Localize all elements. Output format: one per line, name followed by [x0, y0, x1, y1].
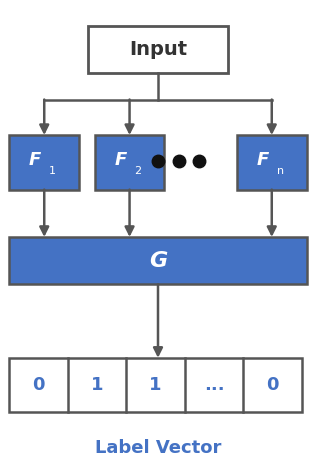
Text: 1: 1 [91, 376, 103, 394]
Text: Input: Input [129, 40, 187, 59]
Text: F: F [256, 151, 269, 169]
Text: 1: 1 [49, 166, 56, 176]
Text: Label Vector: Label Vector [95, 439, 221, 457]
Text: 0: 0 [33, 376, 45, 394]
Text: ...: ... [204, 376, 224, 394]
FancyBboxPatch shape [9, 358, 302, 412]
Text: 1: 1 [149, 376, 162, 394]
Text: G: G [149, 251, 167, 271]
FancyBboxPatch shape [95, 135, 164, 190]
Text: 0: 0 [266, 376, 279, 394]
FancyBboxPatch shape [237, 135, 307, 190]
Text: F: F [114, 151, 126, 169]
FancyBboxPatch shape [9, 237, 307, 284]
Text: F: F [29, 151, 41, 169]
Text: n: n [276, 166, 284, 176]
FancyBboxPatch shape [9, 135, 79, 190]
Text: 2: 2 [134, 166, 142, 176]
FancyBboxPatch shape [88, 26, 228, 73]
